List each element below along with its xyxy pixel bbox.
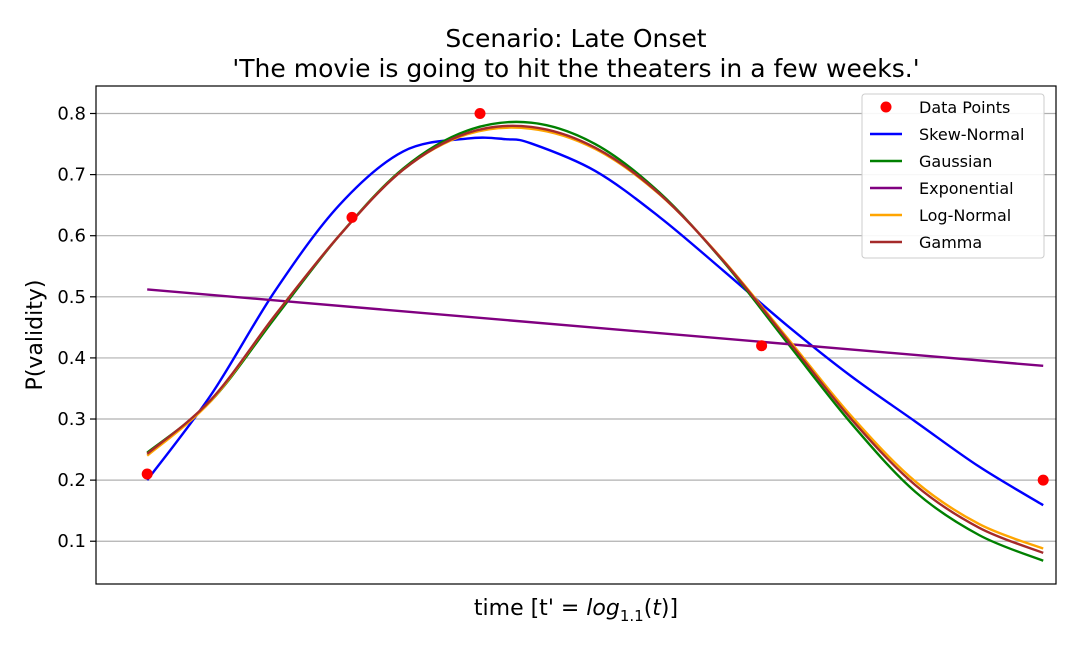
legend-items: Data Points Skew-Normal Gaussian Exponentia…: [870, 98, 1024, 252]
series-lines: [146, 120, 1044, 562]
legend-label-log-normal: Log-Normal: [919, 206, 1011, 225]
chart-subtitle: 'The movie is going to hit the theaters …: [232, 54, 919, 83]
data-point: [346, 211, 358, 223]
data-point: [1037, 474, 1049, 486]
y-tick-label: 0.2: [57, 470, 86, 491]
data-point: [756, 340, 768, 352]
x-axis-label-log: log: [586, 596, 620, 621]
data-point: [474, 107, 486, 119]
legend-label-exponential: Exponential: [919, 179, 1014, 198]
x-axis-label-base: 1.1: [620, 607, 644, 625]
y-tick-label: 0.7: [57, 165, 86, 186]
y-tick-label: 0.6: [57, 226, 86, 247]
plot-frame: [95, 85, 1057, 585]
y-tick-label: 0.1: [57, 531, 86, 552]
data-point: [141, 468, 153, 480]
x-axis-label-var: t: [652, 596, 662, 621]
series-line-exponential: [147, 288, 1044, 368]
y-tick-label: 0.3: [57, 409, 86, 430]
x-axis-label: time [t' = log1.1(t)]: [474, 596, 678, 625]
series-line-gaussian: [146, 120, 1044, 562]
grid: [96, 112, 1056, 542]
x-axis-label-prefix: time [t' =: [474, 596, 586, 621]
legend: Data Points Skew-Normal Gaussian Exponentia…: [861, 93, 1045, 259]
legend-label-gamma: Gamma: [919, 233, 982, 252]
chart-title: Scenario: Late Onset: [445, 24, 706, 53]
legend-label-gaussian: Gaussian: [919, 152, 992, 171]
y-tick-label: 0.5: [57, 287, 86, 308]
data-points: [141, 107, 1049, 486]
series-line-gamma: [146, 124, 1044, 554]
y-ticks: 0.1 0.2 0.3 0.4 0.5 0.6 0.7 0.8: [57, 103, 96, 552]
legend-label-skew-normal: Skew-Normal: [919, 125, 1024, 144]
x-axis-label-paren-close: )]: [661, 596, 678, 621]
legend-marker-data-points: [880, 101, 892, 113]
legend-box: [861, 93, 1045, 259]
y-axis-label: P(validity): [23, 280, 48, 391]
series-line-skew-normal: [146, 136, 1044, 507]
legend-label-data-points: Data Points: [919, 98, 1010, 117]
y-tick-label: 0.4: [57, 348, 86, 369]
x-axis-label-paren-open: (: [644, 596, 653, 621]
y-tick-label: 0.8: [57, 103, 86, 124]
